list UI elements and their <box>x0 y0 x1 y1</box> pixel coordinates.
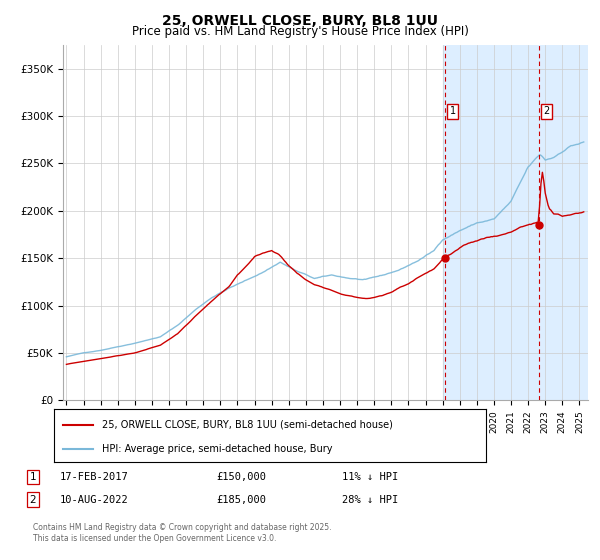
Text: 1: 1 <box>29 472 37 482</box>
Text: Contains HM Land Registry data © Crown copyright and database right 2025.
This d: Contains HM Land Registry data © Crown c… <box>33 524 331 543</box>
Text: 2: 2 <box>29 494 37 505</box>
Text: £185,000: £185,000 <box>216 494 266 505</box>
Text: 10-AUG-2022: 10-AUG-2022 <box>60 494 129 505</box>
Text: £150,000: £150,000 <box>216 472 266 482</box>
Text: HPI: Average price, semi-detached house, Bury: HPI: Average price, semi-detached house,… <box>101 444 332 454</box>
Text: 17-FEB-2017: 17-FEB-2017 <box>60 472 129 482</box>
Text: 11% ↓ HPI: 11% ↓ HPI <box>342 472 398 482</box>
Text: 25, ORWELL CLOSE, BURY, BL8 1UU (semi-detached house): 25, ORWELL CLOSE, BURY, BL8 1UU (semi-de… <box>101 420 392 430</box>
Text: 2: 2 <box>544 106 550 116</box>
Text: 25, ORWELL CLOSE, BURY, BL8 1UU: 25, ORWELL CLOSE, BURY, BL8 1UU <box>162 14 438 28</box>
Text: Price paid vs. HM Land Registry's House Price Index (HPI): Price paid vs. HM Land Registry's House … <box>131 25 469 38</box>
Text: 28% ↓ HPI: 28% ↓ HPI <box>342 494 398 505</box>
Text: 1: 1 <box>450 106 456 116</box>
Bar <box>443 45 593 400</box>
